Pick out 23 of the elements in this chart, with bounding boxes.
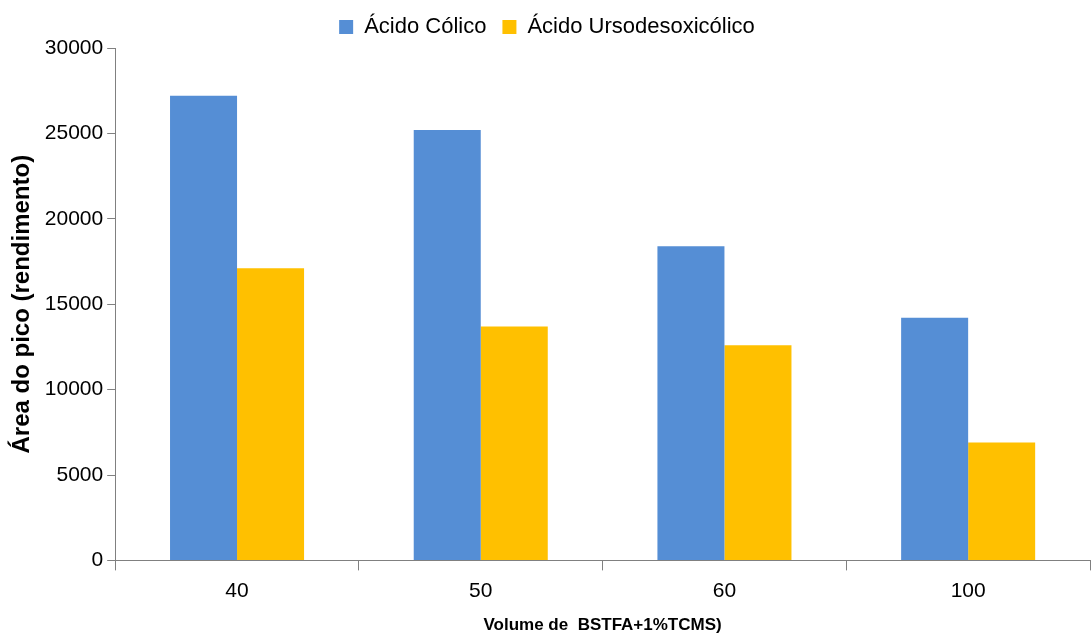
y-tick-label: 0 [91, 547, 104, 571]
bar [480, 326, 548, 560]
legend-label: Ácido Ursodesoxicólico [527, 13, 755, 39]
x-tick-label: 100 [950, 577, 986, 601]
y-tick-label: 5000 [56, 461, 104, 485]
y-tick-label: 25000 [44, 120, 104, 144]
bar [237, 268, 305, 560]
bar [413, 129, 481, 560]
y-tick-label: 20000 [44, 205, 104, 229]
x-tick-label: 50 [469, 577, 493, 601]
x-tick-label: 40 [225, 577, 249, 601]
x-tick-label: 60 [712, 577, 737, 601]
y-tick-label: 15000 [44, 291, 104, 314]
y-axis-title: Área do pico (rendimento) [7, 154, 35, 454]
legend-label: Ácido Cólico [364, 13, 487, 39]
bar [657, 246, 725, 560]
bar [724, 345, 792, 560]
y-tick-label: 10000 [44, 376, 104, 400]
bar [901, 317, 969, 560]
bar [968, 442, 1036, 560]
bar [170, 95, 238, 560]
x-axis-title: Volume de BSTFA+1%TCMS) [483, 615, 722, 635]
y-tick-label: 30000 [44, 34, 104, 58]
